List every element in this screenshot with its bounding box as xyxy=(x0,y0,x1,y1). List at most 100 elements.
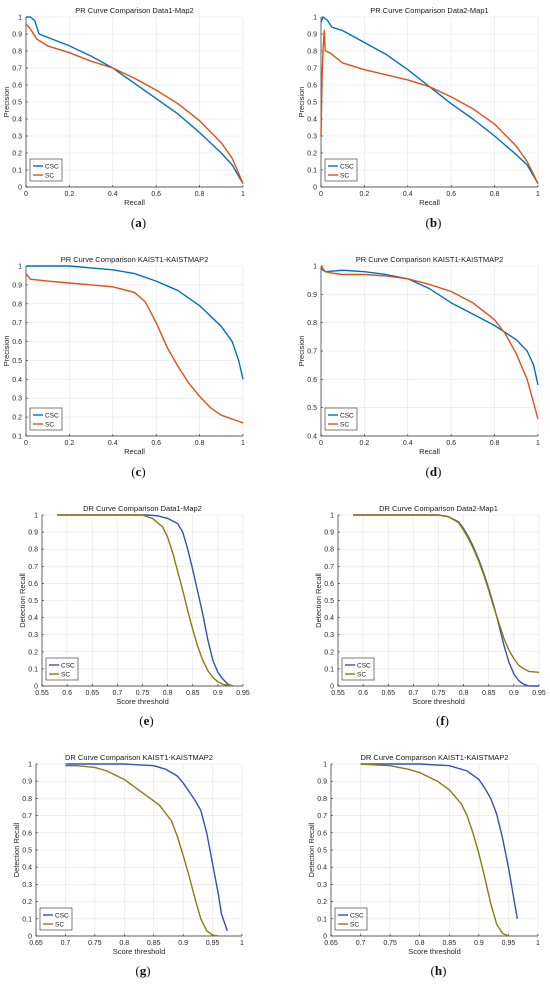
y-tick-label: 0.6 xyxy=(12,339,22,346)
y-axis-label: Precision xyxy=(297,336,306,367)
y-tick-label: 0.4 xyxy=(317,865,327,872)
y-tick-label: 0.5 xyxy=(12,100,22,107)
x-tick-label: 0 xyxy=(319,440,323,447)
y-tick-label: 0.9 xyxy=(307,32,317,39)
y-tick-label: 0.5 xyxy=(12,358,22,365)
x-tick-label: 0.8 xyxy=(195,191,205,198)
x-tick-label: 0.9 xyxy=(213,690,223,697)
chart-title: DR Curve Comparison KAIST1-KAISTMAP2 xyxy=(361,753,509,762)
y-axis-label: Detection Recall xyxy=(18,573,27,628)
y-tick-label: 0.1 xyxy=(12,168,22,175)
series-line-csc xyxy=(320,16,539,184)
x-tick-label: 0.95 xyxy=(532,690,546,697)
y-tick-label: 0.1 xyxy=(324,666,334,673)
panel-caption-letter: e xyxy=(144,713,150,728)
panel-caption: (c) xyxy=(131,464,145,479)
y-tick-label: 0.9 xyxy=(12,282,22,289)
y-tick-label: 0.4 xyxy=(12,377,22,384)
x-tick-label: 0.65 xyxy=(324,940,338,947)
x-tick-label: 0.85 xyxy=(442,940,456,947)
x-tick-label: 0.6 xyxy=(151,440,161,447)
y-tick-label: 0.4 xyxy=(12,117,22,124)
y-tick-label: 0.4 xyxy=(307,117,317,124)
x-tick-label: 0.9 xyxy=(509,690,519,697)
y-tick-label: 0.3 xyxy=(324,632,334,639)
y-tick-label: 1 xyxy=(313,264,317,271)
legend-label: CSC xyxy=(45,412,59,419)
y-tick-label: 0.7 xyxy=(317,813,327,820)
x-tick-label: 1 xyxy=(536,940,540,947)
x-tick-label: 0.55 xyxy=(331,690,345,697)
panel-caption-letter: f xyxy=(440,713,445,728)
x-tick-label: 0.6 xyxy=(358,690,368,697)
x-tick-label: 0.8 xyxy=(415,940,425,947)
x-tick-label: 0.55 xyxy=(35,690,49,697)
y-tick-label: 0.6 xyxy=(12,83,22,90)
y-tick-label: 0.5 xyxy=(307,100,317,107)
x-tick-label: 0.2 xyxy=(65,440,75,447)
y-tick-label: 0.8 xyxy=(12,301,22,308)
y-tick-label: 0.1 xyxy=(22,916,32,923)
x-tick-label: 0.7 xyxy=(409,690,419,697)
y-tick-label: 0.2 xyxy=(324,649,334,656)
y-tick-label: 0 xyxy=(313,185,317,192)
series-line-sc xyxy=(65,765,219,937)
x-tick-label: 0.2 xyxy=(65,191,75,198)
x-tick-label: 0.65 xyxy=(29,940,43,947)
y-tick-label: 0.8 xyxy=(324,547,334,554)
x-tick-label: 0.8 xyxy=(490,191,500,198)
y-tick-label: 0.5 xyxy=(28,598,38,605)
x-tick-label: 0.6 xyxy=(62,690,72,697)
legend-label: SC xyxy=(350,921,359,928)
y-tick-label: 0.7 xyxy=(12,66,22,73)
y-tick-label: 0.5 xyxy=(22,848,32,855)
panel-caption-letter: g xyxy=(140,963,147,978)
chart-title: PR Curve Comparison KAIST1-KAISTMAP2 xyxy=(61,255,209,264)
y-tick-label: 1 xyxy=(28,762,32,769)
y-tick-label: 0 xyxy=(28,934,32,941)
panel-caption: (b) xyxy=(426,215,442,230)
chart-title: PR Curve Comparison KAIST1-KAISTMAP2 xyxy=(356,255,504,264)
y-axis-label: Precision xyxy=(297,87,306,118)
series-line-csc xyxy=(26,16,244,184)
y-axis-label: Detection Recall xyxy=(307,822,316,877)
legend-label: SC xyxy=(61,671,70,678)
y-tick-label: 0.8 xyxy=(12,49,22,56)
y-tick-label: 0.9 xyxy=(12,32,22,39)
y-axis-label: Detection Recall xyxy=(314,573,323,628)
x-tick-label: 1 xyxy=(536,440,540,447)
x-tick-label: 0.4 xyxy=(108,440,118,447)
x-tick-label: 1 xyxy=(240,940,244,947)
x-axis-label: Recall xyxy=(124,198,145,207)
chart-panel-b: 0 0.2 0.4 0.6 0.8 1 0 0.1 0.2 0.3 0.4 0.5 0.6 0.7 0.8 0… xyxy=(297,6,540,230)
x-axis-label: Recall xyxy=(419,198,440,207)
chart-title: PR Curve Comparison Data1-Map2 xyxy=(75,6,193,15)
legend-label: CSC xyxy=(340,163,354,170)
legend-label: CSC xyxy=(340,412,354,419)
y-tick-label: 0.1 xyxy=(12,434,22,441)
y-tick-label: 0.7 xyxy=(12,320,22,327)
legend-label: SC xyxy=(45,172,54,179)
x-tick-label: 0.65 xyxy=(381,690,395,697)
y-axis-label: Detection Recall xyxy=(12,822,21,877)
y-tick-label: 0.9 xyxy=(28,530,38,537)
y-tick-label: 0.2 xyxy=(307,151,317,158)
x-tick-label: 0.85 xyxy=(186,690,200,697)
y-tick-label: 0.9 xyxy=(22,779,32,786)
x-axis-label: Recall xyxy=(124,447,145,456)
x-tick-label: 0.4 xyxy=(403,440,413,447)
x-tick-label: 1 xyxy=(241,191,245,198)
y-tick-label: 0.8 xyxy=(307,320,317,327)
chart-panel-e: 0.55 0.6 0.65 0.7 0.75 0.8 0.85 0.9 0.95 0 0.1 0.2 0… xyxy=(18,504,250,728)
x-tick-label: 0 xyxy=(24,440,28,447)
x-tick-label: 0 xyxy=(319,191,323,198)
y-tick-label: 0.4 xyxy=(307,434,317,441)
legend-label: CSC xyxy=(350,912,364,919)
series-line-csc xyxy=(65,763,228,932)
chart-panel-c: 0 0.2 0.4 0.6 0.8 1 0.1 0.2 0.3 0.4 0.5 0.6 0.7 0.8 0.… xyxy=(2,255,245,479)
x-axis-label: Score threshold xyxy=(412,697,465,706)
legend-label: CSC xyxy=(61,662,75,669)
panel-caption-letter: a xyxy=(135,215,142,230)
y-tick-label: 0.3 xyxy=(22,882,32,889)
series-line-csc xyxy=(57,514,234,687)
